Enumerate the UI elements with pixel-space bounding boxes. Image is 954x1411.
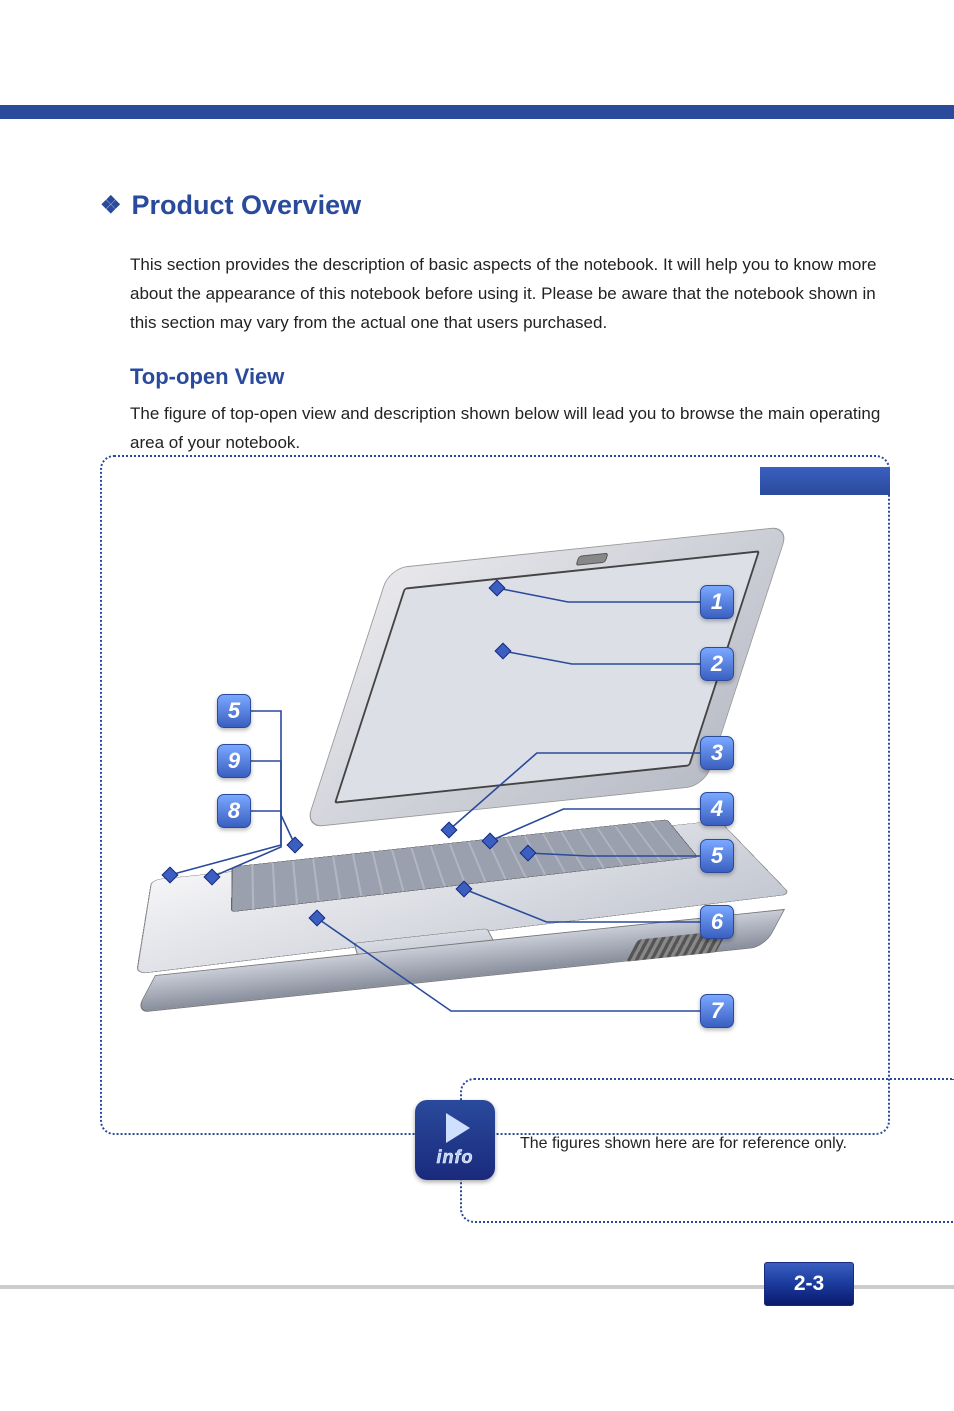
- callout-badge-6: 6: [700, 905, 734, 939]
- info-note: The figures shown here are for reference…: [520, 1135, 847, 1153]
- callout-badge-8: 8: [217, 794, 251, 828]
- heading-text: Product Overview: [132, 190, 362, 220]
- subintro-paragraph: The figure of top-open view and descript…: [130, 400, 884, 458]
- diamond-bullet-icon: ❖: [100, 191, 122, 220]
- callout-badge-5: 5: [700, 839, 734, 873]
- intro-paragraph: This section provides the description of…: [130, 251, 884, 338]
- diagram-box: 1 2 3 4 5 6 7 5 9 8: [100, 455, 890, 1135]
- laptop-base: [157, 757, 777, 997]
- callout-badge-9: 9: [217, 744, 251, 778]
- callout-badge-1: 1: [700, 585, 734, 619]
- subheading: Top-open View: [130, 364, 884, 390]
- callout-badge-3: 3: [700, 736, 734, 770]
- callout-badge-4: 4: [700, 792, 734, 826]
- info-badge: info: [415, 1100, 495, 1180]
- page-title: ❖ Product Overview: [100, 190, 884, 221]
- callout-badge-2: 2: [700, 647, 734, 681]
- play-icon: [446, 1113, 470, 1143]
- callout-badge-5: 5: [217, 694, 251, 728]
- content-area: ❖ Product Overview This section provides …: [100, 190, 884, 483]
- header-bar: [0, 105, 954, 119]
- page-number: 2-3: [764, 1262, 854, 1306]
- callout-badge-7: 7: [700, 994, 734, 1028]
- info-label: info: [437, 1147, 474, 1168]
- diagram-tab: [760, 467, 890, 495]
